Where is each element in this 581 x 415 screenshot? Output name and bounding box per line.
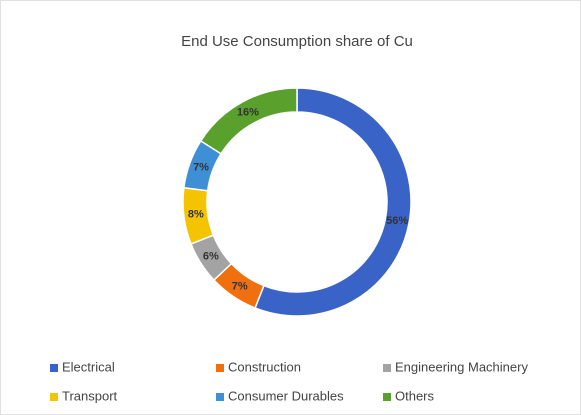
data-label: 16% <box>237 107 259 119</box>
chart-title: End Use Consumption share of Cu <box>181 33 413 50</box>
legend-swatch <box>383 393 391 401</box>
legend-swatch <box>216 393 224 401</box>
legend-swatch <box>50 393 58 401</box>
donut-segment <box>254 87 412 317</box>
donut-segment <box>199 87 298 155</box>
data-label: 8% <box>188 209 204 221</box>
legend-label: Electrical <box>62 359 115 374</box>
legend-label: Construction <box>228 359 301 374</box>
legend-label: Engineering Machinery <box>395 359 528 374</box>
legend-swatch <box>383 364 391 372</box>
legend-label: Transport <box>62 388 118 403</box>
data-label: 7% <box>232 280 248 292</box>
legend-label: Consumer Durables <box>228 388 344 403</box>
legend-swatch <box>50 364 58 372</box>
legend-swatch <box>216 364 224 372</box>
data-label: 7% <box>193 161 209 173</box>
data-label: 56% <box>386 215 408 227</box>
data-label: 6% <box>203 251 219 263</box>
legend-label: Others <box>395 388 435 403</box>
